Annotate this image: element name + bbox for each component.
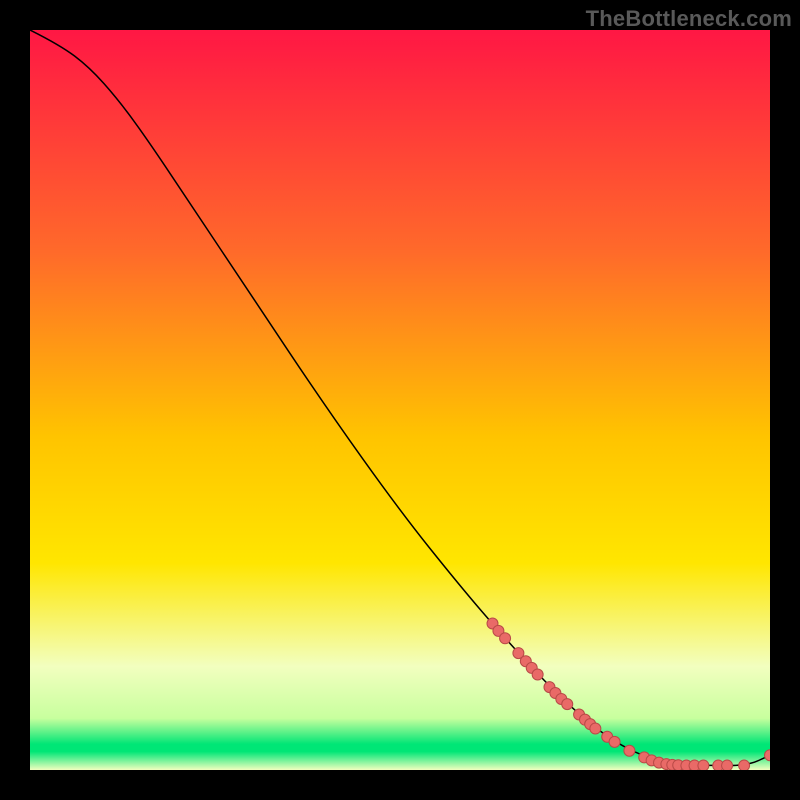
data-marker [698,760,709,770]
data-marker [500,633,511,644]
data-marker [562,699,573,710]
data-marker [590,723,601,734]
data-marker [722,760,733,770]
data-marker [609,736,620,747]
chart-svg [30,30,770,770]
gradient-background [30,30,770,770]
watermark-text: TheBottleneck.com [586,6,792,32]
data-marker [739,760,750,770]
data-marker [532,669,543,680]
plot-area [30,30,770,770]
data-marker [624,745,635,756]
chart-frame: TheBottleneck.com [0,0,800,800]
